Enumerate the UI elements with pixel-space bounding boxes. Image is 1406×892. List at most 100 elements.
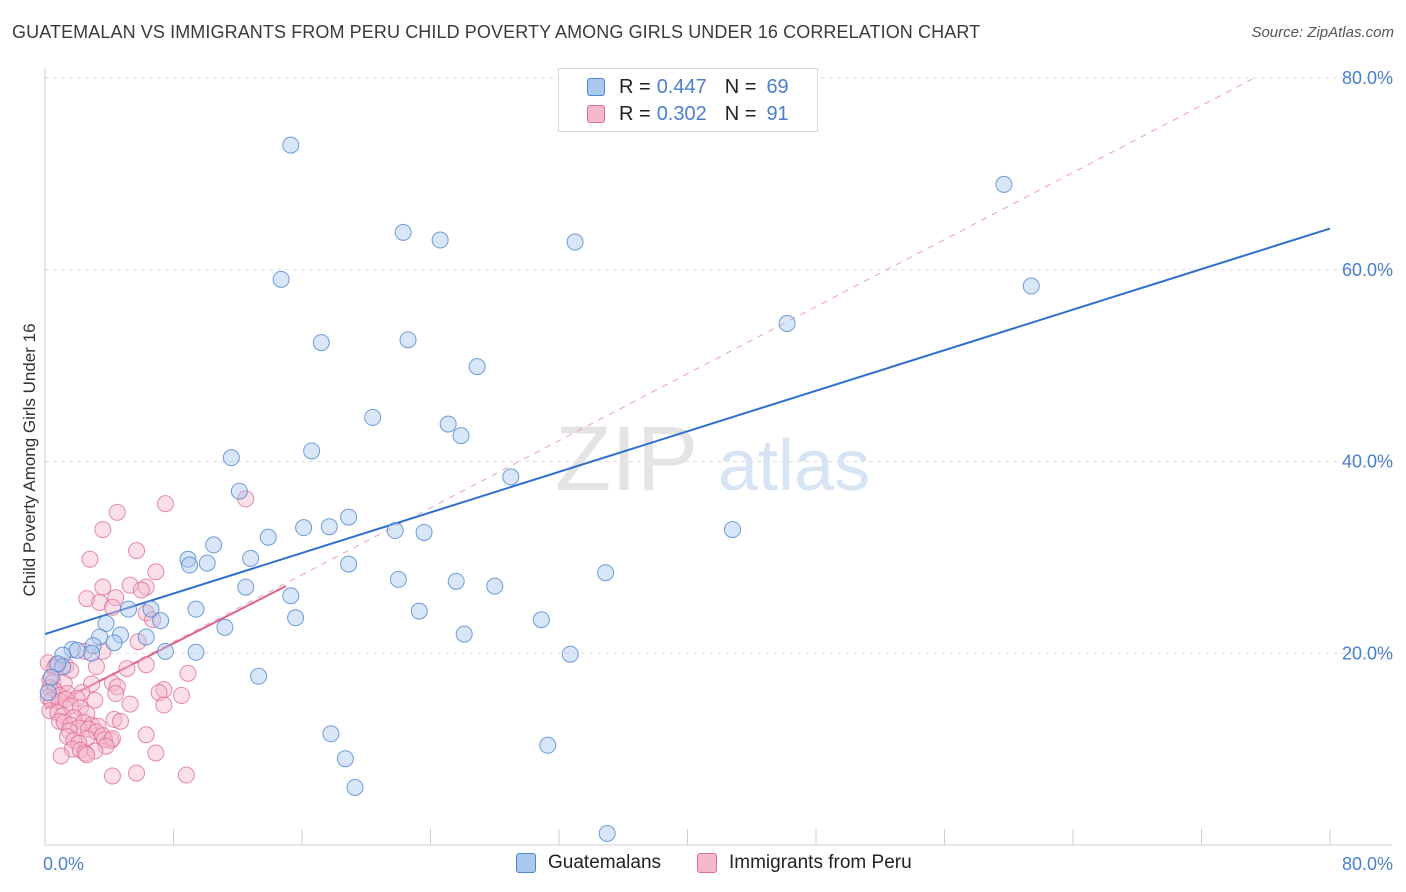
legend-label: Guatemalans [548,852,662,873]
peru-point [52,747,70,765]
peru-point [108,503,126,521]
guatemalan-point [539,736,557,754]
guatemalan-point [222,449,240,467]
axes [44,68,1392,846]
guatemalan-point [346,778,364,796]
r-label: R = [619,75,651,98]
guatemalan-point [431,231,449,249]
guatemalan-point [137,628,155,646]
watermark-atlas: atlas [718,426,870,506]
guatemalan-point [303,442,321,460]
r-value: 0.447 [656,75,707,98]
source-label: Source: ZipAtlas.com [1251,24,1394,41]
guatemalan-point [105,634,123,652]
guatemalan-point [320,518,338,536]
n-value: 69 [766,75,789,98]
peru-point [155,681,173,699]
guatemalan-point [455,625,473,643]
guatemalan-point [198,554,216,572]
guatemalan-point [561,645,579,663]
peru-point [78,590,96,608]
guatemalans-legend-swatch [516,853,536,873]
peru-point [173,686,191,704]
n-value: 91 [766,102,789,125]
guatemalan-point [91,628,109,646]
guatemalan-point [42,668,60,686]
guatemalan-point [415,523,433,541]
peru-point [137,656,155,674]
guatemalan-point [295,519,313,537]
stats-row-peru: R = 0.302 N = 91 [587,103,789,125]
peru-point [86,691,104,709]
guatemalan-trend-line [44,227,1331,636]
guatemalan-point [282,136,300,154]
guatemalan-point [187,643,205,661]
guatemalan-point [598,824,616,842]
guatemalan-point [502,468,520,486]
peru-trend-extension [44,76,1257,710]
guatemalan-point [340,508,358,526]
legend-item-peru[interactable]: Immigrants from Peru [697,852,912,874]
trend-lines [44,76,1331,710]
guatemalan-point [364,408,382,426]
peru-point [94,578,112,596]
guatemalan-point [230,482,248,500]
peru-point [86,742,104,760]
peru-point [118,660,136,678]
guatemalan-point [336,750,354,768]
guatemalan-point [778,314,796,332]
peru-point [60,722,78,740]
peru-point [129,633,147,651]
guatemalans-swatch [587,78,605,96]
guatemalan-point [54,646,72,664]
gridlines [45,77,1392,654]
peru-point [107,589,125,607]
guatemalan-point [250,667,268,685]
peru-point [156,495,174,513]
guatemalan-point [995,175,1013,193]
peru-point [78,746,96,764]
peru-point [71,699,89,717]
peru-point [147,563,165,581]
peru-point [94,521,112,539]
guatemalan-point [181,556,199,574]
guatemalan-point [399,331,417,349]
guatemalan-point [389,570,407,588]
peru-point [103,598,121,616]
peru-point [87,658,105,676]
chart-title: GUATEMALAN VS IMMIGRANTS FROM PERU CHILD… [12,22,981,42]
guatemalan-point [54,658,72,676]
guatemalan-point [566,233,584,251]
peru-point [150,684,168,702]
stats-row-guatemalans: R = 0.447 N = 69 [587,76,789,98]
guatemalan-point [259,528,277,546]
legend-item-guatemalans[interactable]: Guatemalans [516,852,661,874]
guatemalan-point [447,572,465,590]
series-legend: Guatemalans Immigrants from Peru [0,852,1406,876]
guatemalan-point [287,609,305,627]
guatemalan-point [410,602,428,620]
guatemalan-point [439,415,457,433]
guatemalan-point [468,358,486,376]
peru-swatch [587,105,605,123]
peru-point [39,688,57,706]
peru-point [103,767,121,785]
peru-point [65,731,83,749]
peru-point [81,550,99,568]
peru-point [128,542,146,560]
peru-legend-swatch [697,853,717,873]
y-tick-label: 60.0% [1342,260,1393,280]
peru-point [83,675,101,693]
guatemalan-point [242,549,260,567]
tick-labels: 20.0% 40.0% 60.0% 80.0% 0.0% 80.0% [43,68,1393,874]
guatemalan-point [216,618,234,636]
peru-point [97,737,115,755]
peru-point [70,734,88,752]
guatemalan-point [237,578,255,596]
peru-point [137,726,155,744]
r-label: R = [619,102,651,125]
peru-point [108,678,126,696]
peru-point [121,695,139,713]
guatemalan-point [156,642,174,660]
